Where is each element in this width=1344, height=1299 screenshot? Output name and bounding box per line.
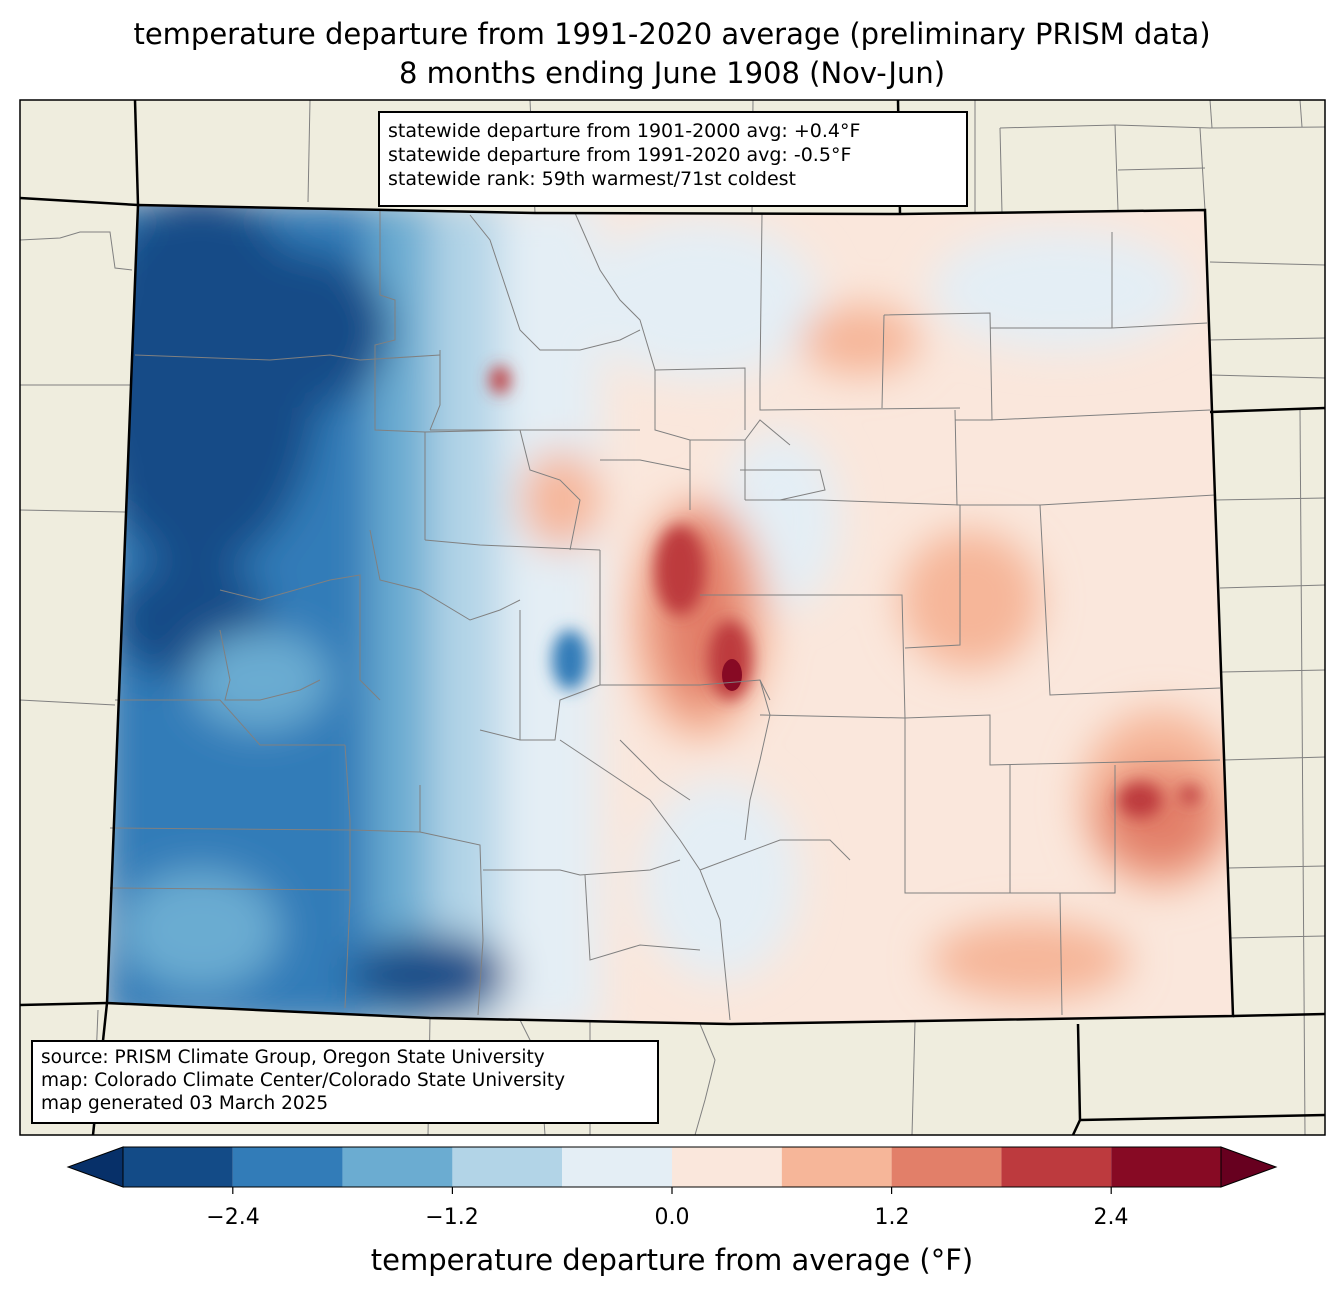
colorbar-label: temperature departure from average (°F) bbox=[370, 1243, 974, 1277]
colorbar-tick-label: 2.4 bbox=[1093, 1205, 1129, 1230]
stats-rank: statewide rank: 59th warmest/71st coldes… bbox=[388, 168, 797, 190]
source-line: source: PRISM Climate Group, Oregon Stat… bbox=[41, 1047, 545, 1068]
source-credits-box: source: PRISM Climate Group, Oregon Stat… bbox=[31, 1040, 659, 1124]
map-title-line-2: 8 months ending June 1908 (Nov-Jun) bbox=[398, 56, 946, 90]
colorbar-bin bbox=[562, 1147, 672, 1187]
colorbar-under-extension bbox=[66, 1146, 124, 1188]
statewide-stats-box: statewide departure from 1901-2000 avg: … bbox=[378, 111, 968, 207]
colorbar-tick-label: −2.4 bbox=[206, 1205, 260, 1230]
stats-departure-1901-2000: statewide departure from 1901-2000 avg: … bbox=[388, 120, 861, 142]
colorbar-tick-label: −1.2 bbox=[425, 1205, 479, 1230]
colorbar-bin bbox=[891, 1147, 1002, 1187]
colorbar-bin bbox=[672, 1147, 782, 1187]
colorbar-bin bbox=[452, 1147, 563, 1187]
colorbar-bin bbox=[232, 1147, 343, 1187]
colorbar-bin bbox=[123, 1147, 233, 1187]
colorbar-tick-label: 1.2 bbox=[874, 1205, 910, 1230]
colorbar-bin bbox=[1111, 1147, 1221, 1187]
map-frame bbox=[19, 99, 1326, 1136]
colorbar-bin bbox=[342, 1147, 453, 1187]
colorado-county-lines bbox=[109, 210, 1221, 1021]
colorbar-bin bbox=[1001, 1147, 1112, 1187]
map-credit-line: map: Colorado Climate Center/Colorado St… bbox=[41, 1070, 566, 1091]
colorbar-bin bbox=[781, 1147, 892, 1187]
map-title-line-1: temperature departure from 1991-2020 ave… bbox=[133, 17, 1211, 51]
colorbar-tick-label: 0.0 bbox=[654, 1205, 690, 1230]
temperature-departure-field bbox=[107, 205, 1233, 1024]
stats-departure-1991-2020: statewide departure from 1991-2020 avg: … bbox=[388, 144, 852, 166]
colorbar bbox=[66, 1146, 1278, 1194]
map-generated-line: map generated 03 March 2025 bbox=[41, 1093, 329, 1114]
colorbar-over-extension bbox=[1220, 1146, 1278, 1188]
